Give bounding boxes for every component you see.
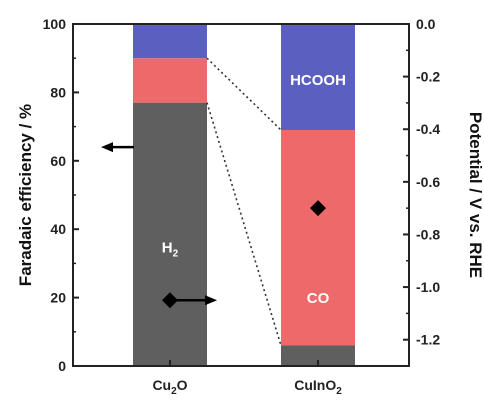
y2-axis-title: Potential / V vs. RHE [466, 112, 484, 278]
x-category-label: CuInO2 [294, 377, 342, 397]
potential-marker-1 [310, 200, 326, 217]
y2-tick-label: -0.2 [416, 69, 440, 85]
y-tick-label: 100 [43, 16, 67, 32]
plot-frame [72, 23, 410, 367]
y-axis-title: Faradaic efficiency / % [16, 104, 35, 286]
bar-hcooh-0 [133, 24, 207, 59]
x-category-label: Cu2O [152, 377, 187, 397]
y-tick-label: 20 [50, 290, 66, 306]
markers-layer [101, 142, 326, 309]
connectors-layer [206, 57, 282, 346]
bar-h2-1 [281, 345, 355, 366]
connector-line-0 [206, 102, 282, 346]
bar-h2-0 [133, 102, 207, 366]
connector-line-1 [206, 57, 282, 131]
bars-layer [133, 24, 355, 366]
y2-tick-label: -1.0 [416, 279, 440, 295]
axes-layer: 0 20 40 60 80 100 0.0 -0.2 -0.4 -0.6 -0.8 -1.0 -1.2 C… [43, 16, 441, 397]
segment-label-co: CO [307, 290, 330, 307]
bar-co-0 [133, 58, 207, 103]
y2-tick-label: -1.2 [416, 332, 440, 348]
segment-label-hcooh: HCOOH [290, 72, 346, 89]
y2-tick-label: -0.6 [416, 174, 440, 190]
right-axis-arrowhead [205, 295, 217, 306]
y2-tick-label: -0.4 [416, 121, 440, 137]
left-axis-arrowhead [101, 142, 113, 153]
y-tick-label: 0 [58, 358, 66, 374]
y-tick-label: 60 [50, 153, 66, 169]
y-tick-label: 80 [50, 84, 66, 100]
y-tick-label: 40 [50, 221, 66, 237]
y2-tick-label: 0.0 [416, 16, 436, 32]
bar-co-1 [281, 130, 355, 346]
y2-tick-label: -0.8 [416, 226, 440, 242]
bar-hcooh-1 [281, 24, 355, 131]
